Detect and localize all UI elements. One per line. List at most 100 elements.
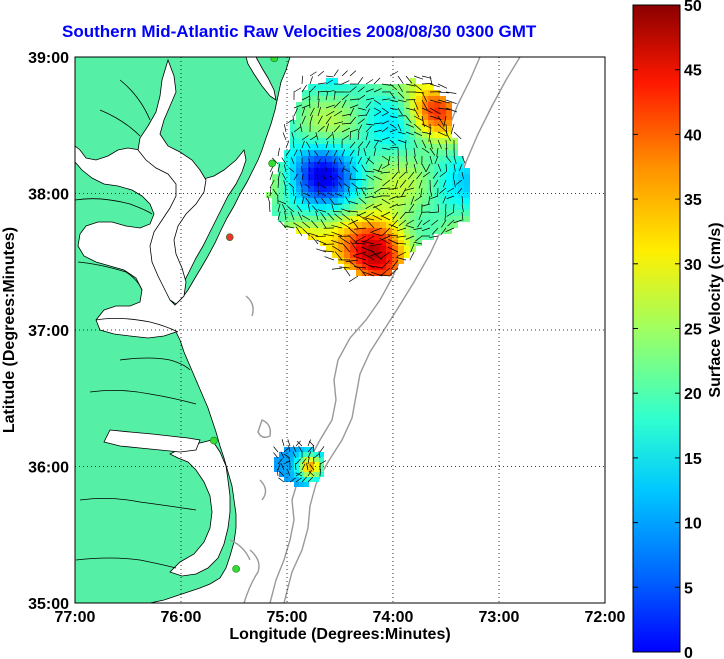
velocity-cell <box>428 132 434 138</box>
velocity-cell <box>344 228 350 234</box>
velocity-cell <box>368 192 374 198</box>
velocity-cell <box>308 216 314 222</box>
velocity-cell <box>332 174 338 180</box>
velocity-vector <box>372 203 383 209</box>
velocity-cell <box>314 477 319 482</box>
velocity-cell <box>272 186 278 192</box>
velocity-vector <box>301 95 310 101</box>
velocity-vector <box>445 99 457 104</box>
velocity-cell <box>304 477 309 482</box>
velocity-vector <box>314 197 319 205</box>
velocity-vector <box>373 107 382 113</box>
velocity-cell <box>326 126 332 132</box>
velocity-vector <box>365 88 374 93</box>
velocity-cell <box>338 174 344 180</box>
velocity-cell <box>356 228 362 234</box>
velocity-cell <box>404 138 410 144</box>
velocity-cell <box>279 452 284 457</box>
velocity-vector <box>421 91 428 102</box>
velocity-cell <box>314 96 320 102</box>
velocity-cell <box>294 462 299 467</box>
velocity-vector <box>340 208 351 213</box>
velocity-cell <box>332 96 338 102</box>
velocity-vector <box>421 83 433 85</box>
velocity-cell <box>308 204 314 210</box>
velocity-cell <box>386 126 392 132</box>
velocity-cell <box>398 114 404 120</box>
velocity-vector <box>309 71 317 77</box>
velocity-cell <box>362 246 368 252</box>
velocity-cell <box>416 90 422 96</box>
colorbar <box>632 4 681 653</box>
velocity-cell <box>368 264 374 270</box>
velocity-vector <box>421 75 432 79</box>
velocity-vector <box>436 147 439 157</box>
velocity-cell <box>404 228 410 234</box>
velocity-cell <box>404 240 410 246</box>
velocity-cell <box>386 102 392 108</box>
velocity-cell <box>440 204 446 210</box>
velocity-vector <box>437 131 448 137</box>
velocity-cell <box>458 198 464 204</box>
velocity-vector <box>380 215 391 221</box>
velocity-vector <box>296 205 303 213</box>
velocity-cell <box>434 228 440 234</box>
velocity-cell <box>284 452 289 457</box>
velocity-vector <box>277 179 279 189</box>
velocity-vector <box>283 123 287 133</box>
velocity-cell <box>440 96 446 102</box>
velocity-cell <box>320 150 326 156</box>
velocity-vector <box>413 115 424 121</box>
velocity-vector <box>277 163 281 173</box>
velocity-cell <box>410 120 416 126</box>
velocity-vector <box>357 94 366 101</box>
velocity-cell <box>434 174 440 180</box>
velocity-vector <box>301 104 311 109</box>
velocity-cell <box>374 138 380 144</box>
velocity-cell <box>278 180 284 186</box>
velocity-vector <box>296 440 303 447</box>
velocity-vector <box>429 211 439 214</box>
velocity-cell <box>314 467 319 472</box>
velocity-vector <box>353 256 367 261</box>
velocity-vector <box>301 476 307 483</box>
velocity-vector <box>317 98 320 109</box>
velocity-cell <box>374 228 380 234</box>
velocity-cell <box>338 192 344 198</box>
velocity-cell <box>428 180 434 186</box>
velocity-cell <box>362 222 368 228</box>
velocity-cell <box>380 156 386 162</box>
velocity-cell <box>326 246 332 252</box>
velocity-vector <box>282 204 287 213</box>
velocity-cell <box>446 108 452 114</box>
velocity-vector <box>277 203 281 213</box>
velocity-cell <box>278 192 284 198</box>
velocity-cell <box>422 198 428 204</box>
velocity-vector <box>362 252 375 261</box>
velocity-cell <box>386 246 392 252</box>
velocity-cell <box>374 270 380 276</box>
velocity-cell <box>398 258 404 264</box>
velocity-cell <box>338 258 344 264</box>
velocity-vector <box>421 107 433 114</box>
velocity-vector <box>333 121 344 125</box>
velocity-cell <box>356 126 362 132</box>
velocity-vector <box>431 227 439 235</box>
velocity-cell <box>314 102 320 108</box>
velocity-cell <box>434 216 440 222</box>
x-tick-label: 77:00 <box>55 609 96 626</box>
velocity-vector <box>291 132 295 141</box>
velocity-vector <box>352 166 359 173</box>
velocity-vector <box>437 115 445 127</box>
velocity-cell <box>374 192 380 198</box>
velocity-cell <box>326 234 332 240</box>
velocity-cell <box>344 210 350 216</box>
velocity-vector <box>291 157 295 165</box>
velocity-cell <box>344 108 350 114</box>
velocity-vector <box>333 166 335 173</box>
velocity-vector <box>309 115 313 125</box>
velocity-vector <box>381 211 391 217</box>
velocity-cell <box>350 252 356 258</box>
velocity-cell <box>294 457 299 462</box>
radar-station-marker <box>232 565 240 573</box>
